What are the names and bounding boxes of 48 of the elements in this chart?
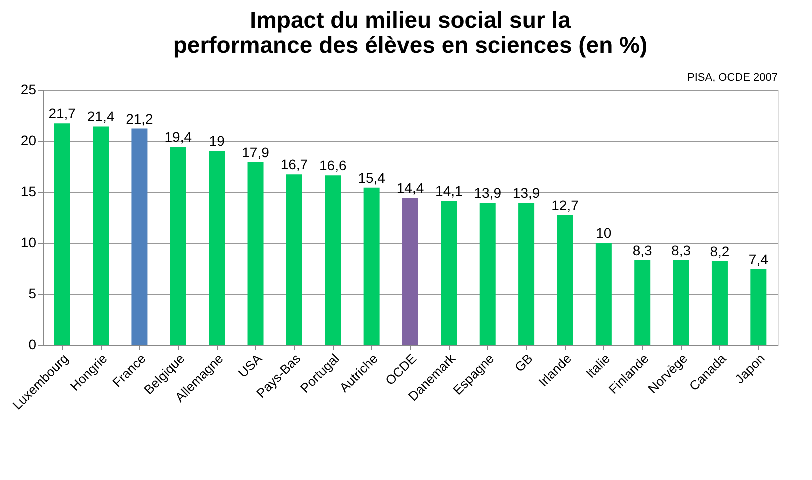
bar [170, 147, 186, 345]
data-label: 21,4 [87, 108, 115, 125]
bar [518, 203, 535, 345]
data-label: 12,7 [552, 197, 580, 214]
data-label: 16,6 [320, 158, 347, 174]
bar [209, 151, 226, 345]
bar [54, 124, 70, 345]
bar [325, 176, 342, 345]
y-tick-label: 15 [20, 184, 37, 200]
bar [248, 162, 264, 345]
bar [402, 198, 418, 345]
y-tick-label: 0 [28, 336, 37, 352]
data-label: 10 [596, 225, 612, 241]
bar [93, 126, 110, 345]
data-label: 19,4 [164, 129, 192, 146]
bar [286, 174, 302, 345]
data-label: 16,7 [280, 156, 308, 173]
data-label: 21,7 [48, 106, 76, 122]
y-tick-label: 10 [20, 234, 37, 250]
data-label: 14,4 [396, 180, 424, 196]
bar [132, 128, 148, 345]
data-label: 8,2 [710, 243, 730, 260]
text: PISA, OCDE 2007 [688, 72, 778, 84]
data-label: 7,4 [748, 252, 769, 268]
chart-title: Impact du milieu social sur la performance des élèves en sciences (en %) [173, 7, 648, 58]
x-tick-label: Italie [583, 351, 614, 382]
bar [441, 201, 458, 345]
data-label: 8,3 [632, 242, 653, 258]
bar [712, 261, 728, 345]
y-tick-label: 25 [20, 82, 37, 98]
data-label: 17,9 [242, 144, 270, 160]
bar [480, 203, 496, 345]
data-label: 13,9 [512, 185, 540, 202]
bar [673, 260, 690, 345]
bar [364, 188, 380, 345]
y-tick-label: 5 [28, 286, 37, 302]
x-tick-label: GB [512, 351, 536, 375]
bar [596, 243, 612, 345]
data-label: 15,4 [358, 170, 386, 186]
data-label: 8,3 [672, 242, 692, 258]
data-label: 21,2 [126, 110, 154, 127]
bar [634, 260, 651, 345]
y-tick-label: 20 [20, 132, 37, 148]
data-label: 14,1 [436, 183, 464, 200]
bar [750, 270, 767, 345]
data-label: 19 [209, 133, 226, 150]
data-label: 13,9 [474, 185, 502, 202]
bar [557, 215, 574, 345]
